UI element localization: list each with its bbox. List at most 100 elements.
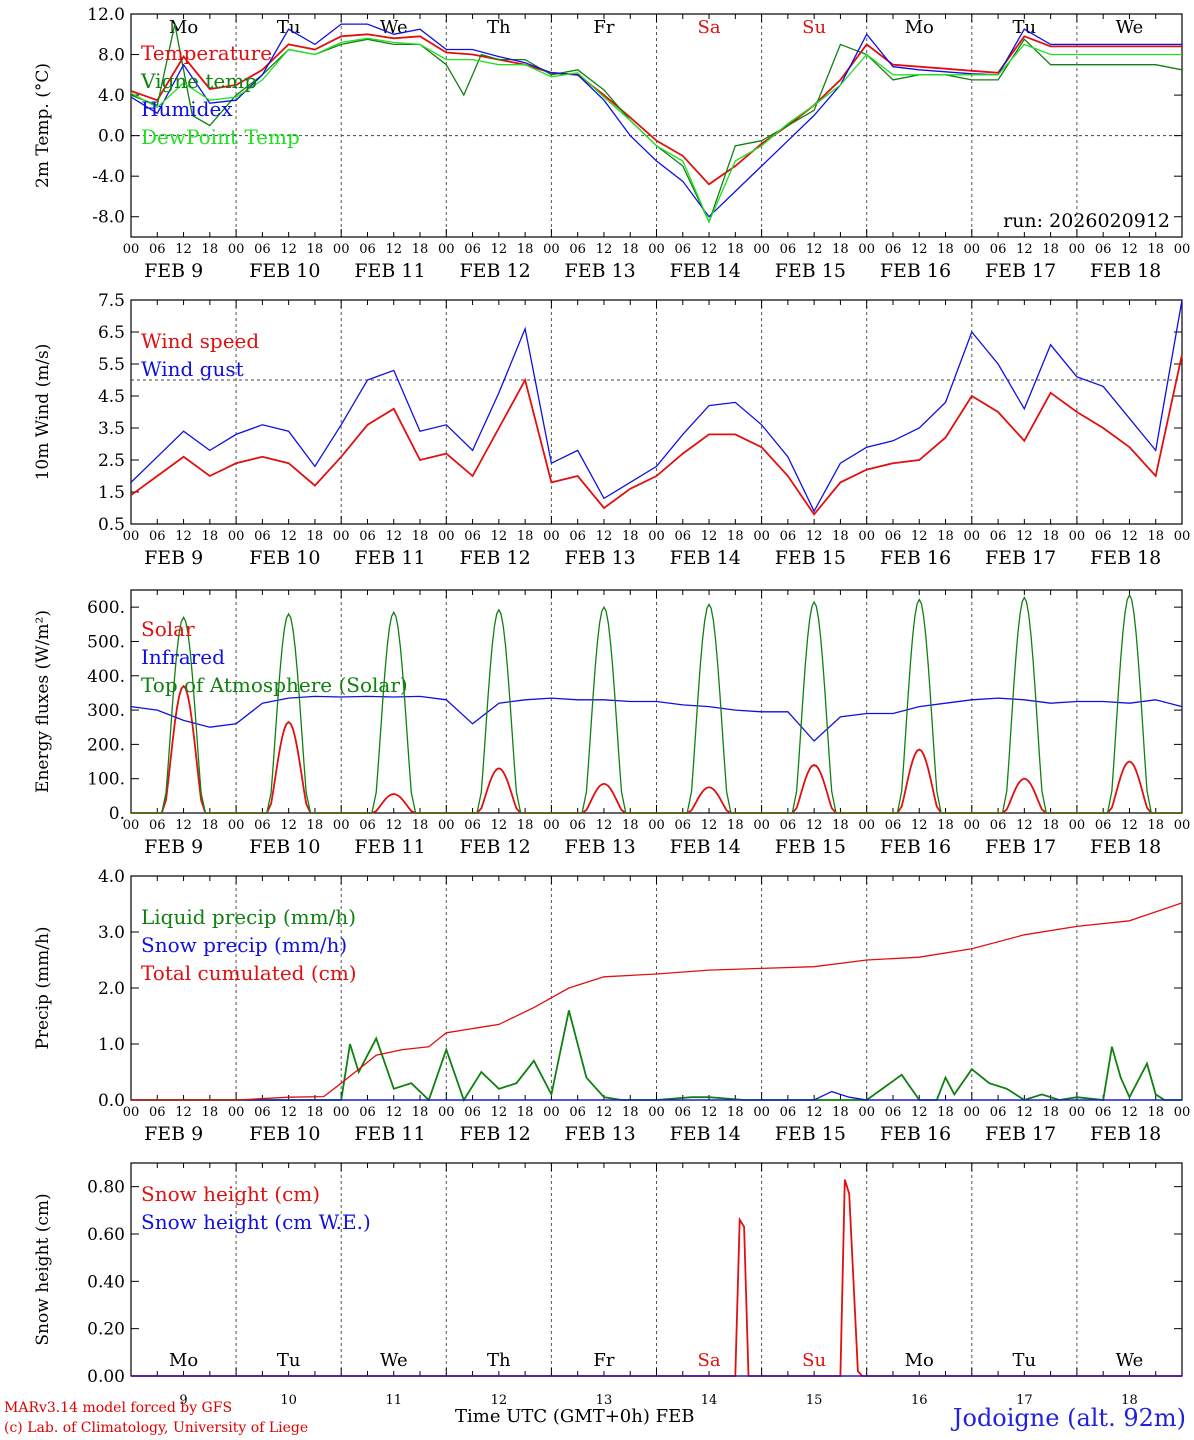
hour-tick-label: 06: [569, 818, 586, 833]
hour-tick-label: 00: [438, 1105, 455, 1120]
hour-tick-label: 18: [937, 529, 954, 544]
series-line: [130, 695, 1183, 742]
hour-tick-label: 00: [228, 1105, 245, 1120]
y-axis-label: 2m Temp. (°C): [33, 63, 53, 188]
y-tick-label: 1.0: [98, 1035, 125, 1055]
hour-tick-label: 18: [832, 242, 849, 257]
hour-tick-label: 12: [175, 529, 192, 544]
hour-tick-label: 06: [885, 242, 902, 257]
y-tick-label: 4.0: [98, 867, 125, 887]
hour-tick-label: 18: [1042, 242, 1059, 257]
hour-tick-label: 06: [149, 818, 166, 833]
hour-tick-label: 18: [727, 529, 744, 544]
hour-tick-label: 18: [307, 1105, 324, 1120]
date-label: FEB 18: [1090, 836, 1161, 858]
hour-tick-label: 18: [1042, 818, 1059, 833]
weekday-label: Th: [487, 1350, 511, 1371]
date-label: FEB 18: [1090, 1123, 1161, 1145]
hour-tick-label: 06: [675, 242, 692, 257]
hour-tick-label: 06: [254, 242, 271, 257]
hour-tick-label: 18: [727, 242, 744, 257]
hour-tick-label: 12: [596, 529, 613, 544]
hour-tick-label: 00: [1069, 818, 1086, 833]
y-tick-label: 0.0: [98, 127, 125, 147]
y-tick-label: 200.: [87, 735, 125, 755]
hour-tick-label: 18: [1147, 529, 1164, 544]
date-label: FEB 17: [985, 836, 1056, 858]
hour-tick-label: 00: [333, 1105, 350, 1120]
date-label: FEB 9: [144, 1123, 203, 1145]
legend-entry: Infrared: [141, 645, 225, 669]
hour-tick-label: 00: [753, 529, 770, 544]
legend-entry: Humidex: [141, 97, 233, 121]
y-axis-label: Energy fluxes (W/m²): [33, 610, 53, 793]
hour-tick-label: 12: [1016, 1105, 1033, 1120]
date-label: FEB 13: [565, 547, 636, 569]
hour-tick-label: 18: [622, 818, 639, 833]
hour-tick-label: 12: [806, 529, 823, 544]
y-tick-label: 400.: [87, 667, 125, 687]
plot-frame: [130, 299, 1183, 525]
date-label: FEB 17: [985, 260, 1056, 282]
weekday-label: Fr: [593, 1350, 614, 1371]
hour-tick-label: 12: [385, 242, 402, 257]
hour-tick-label: 18: [1042, 529, 1059, 544]
weekday-label: Sa: [698, 1350, 721, 1371]
hour-tick-label: 06: [359, 1105, 376, 1120]
date-label: FEB 15: [775, 836, 846, 858]
hour-tick-label: 06: [780, 818, 797, 833]
hour-tick-label: 12: [1016, 529, 1033, 544]
hour-tick-label: 06: [885, 529, 902, 544]
day-number-label: 9: [179, 1393, 187, 1408]
hour-tick-label: 12: [385, 818, 402, 833]
hour-tick-label: 06: [675, 529, 692, 544]
hour-tick-label: 00: [543, 242, 560, 257]
hour-tick-label: 12: [911, 529, 928, 544]
hour-tick-label: 00: [228, 818, 245, 833]
day-number-label: 11: [385, 1393, 402, 1408]
y-tick-label: 0.5: [98, 515, 125, 535]
series-line: [130, 299, 1183, 513]
hour-tick-label: 06: [254, 1105, 271, 1120]
time-label: Time UTC (GMT+0h): [455, 1406, 650, 1427]
hour-tick-label: 06: [885, 818, 902, 833]
date-label: FEB 18: [1090, 260, 1161, 282]
y-tick-label: 0.80: [87, 1178, 125, 1198]
hour-tick-label: 18: [307, 242, 324, 257]
hour-tick-label: 12: [911, 1105, 928, 1120]
hour-tick-label: 18: [412, 242, 429, 257]
hour-tick-label: 06: [569, 529, 586, 544]
date-label: FEB 14: [670, 1123, 741, 1145]
date-label: FEB 14: [670, 260, 741, 282]
y-tick-label: 12.0: [87, 5, 125, 25]
hour-tick-label: 12: [280, 529, 297, 544]
hour-tick-label: 00: [858, 242, 875, 257]
hour-tick-label: 18: [622, 1105, 639, 1120]
hour-tick-label: 12: [596, 818, 613, 833]
hour-tick-label: 00: [228, 242, 245, 257]
hour-tick-label: 00: [1174, 529, 1191, 544]
hour-tick-label: 06: [464, 529, 481, 544]
weekday-label: Sa: [698, 17, 721, 38]
date-label: FEB 9: [144, 260, 203, 282]
station-name: Jodoigne (alt. 92m): [952, 1404, 1186, 1432]
hour-tick-label: 18: [937, 1105, 954, 1120]
hour-tick-label: 18: [517, 818, 534, 833]
legend-entry: Solar: [141, 617, 195, 641]
series-line: [130, 23, 1182, 218]
hour-tick-label: 06: [990, 1105, 1007, 1120]
hour-tick-label: 00: [1069, 529, 1086, 544]
date-label: FEB 12: [459, 260, 530, 282]
date-label: FEB 10: [249, 1123, 320, 1145]
date-label: FEB 13: [565, 1123, 636, 1145]
hour-tick-label: 06: [1095, 529, 1112, 544]
hour-tick-label: 06: [780, 529, 797, 544]
hour-tick-label: 18: [622, 242, 639, 257]
hour-tick-label: 00: [1174, 1105, 1191, 1120]
hour-tick-label: 18: [412, 1105, 429, 1120]
hour-tick-label: 18: [517, 1105, 534, 1120]
weekday-label: We: [380, 1350, 408, 1371]
hour-tick-label: 00: [858, 818, 875, 833]
y-tick-label: 2.0: [98, 979, 125, 999]
